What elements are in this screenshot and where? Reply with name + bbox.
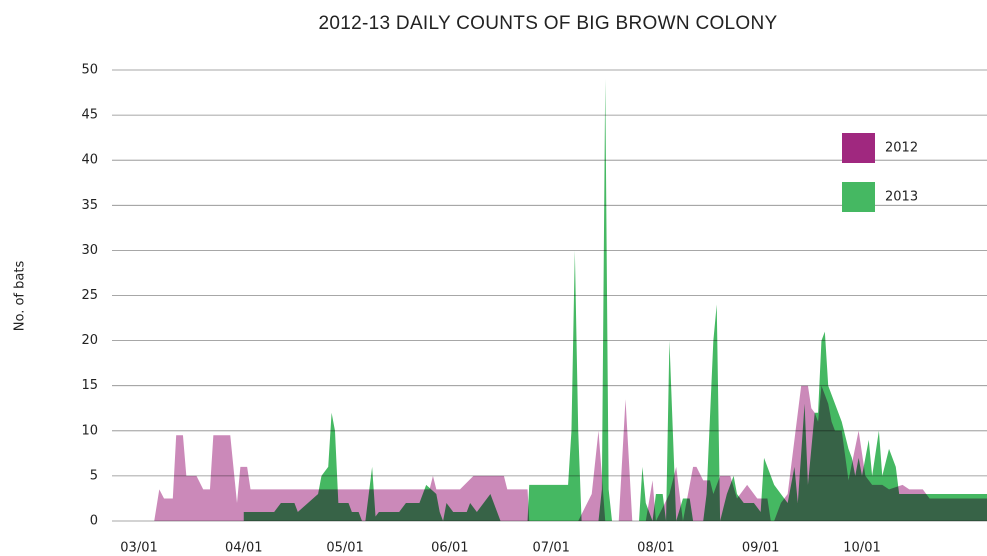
legend-swatch — [842, 133, 875, 163]
x-tick-label: 04/01 — [225, 541, 262, 556]
y-tick-label: 35 — [81, 198, 98, 213]
x-tick-label: 07/01 — [532, 541, 569, 556]
y-tick-label: 30 — [81, 243, 98, 258]
x-tick-label: 05/01 — [326, 541, 363, 556]
legend-label: 2012 — [885, 141, 918, 156]
x-tick-label: 09/01 — [742, 541, 779, 556]
chart-title: 2012-13 DAILY COUNTS OF BIG BROWN COLONY — [319, 13, 778, 34]
y-tick-label: 25 — [81, 288, 98, 303]
y-tick-label: 15 — [81, 378, 98, 393]
y-tick-label: 50 — [81, 63, 98, 78]
x-tick-label: 10/01 — [843, 541, 880, 556]
legend-swatch — [842, 182, 875, 212]
y-tick-label: 40 — [81, 153, 98, 168]
area — [243, 79, 987, 522]
x-tick-label: 08/01 — [637, 541, 674, 556]
y-tick-label: 10 — [81, 423, 98, 438]
legend-label: 2013 — [885, 190, 918, 205]
y-tick-label: 5 — [90, 468, 98, 483]
area — [154, 385, 987, 521]
y-tick-label: 20 — [81, 333, 98, 348]
y-tick-label: 45 — [81, 108, 98, 123]
x-tick-label: 03/01 — [120, 541, 157, 556]
y-axis-label: No. of bats — [13, 261, 28, 332]
x-tick-label: 06/01 — [431, 541, 468, 556]
y-tick-label: 0 — [90, 514, 98, 529]
